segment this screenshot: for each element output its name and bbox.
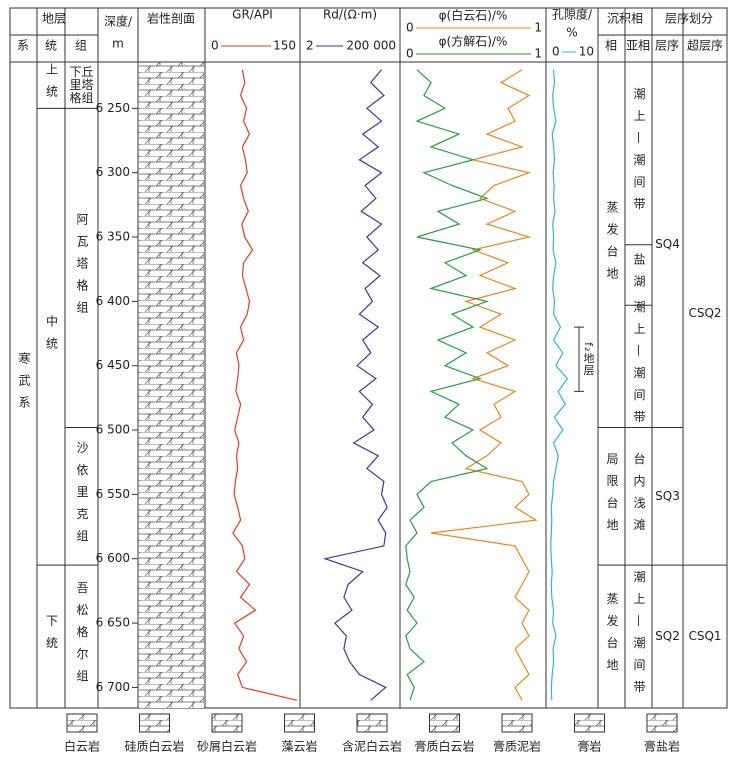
cell-label: 中统 bbox=[45, 313, 59, 358]
log-curve bbox=[322, 69, 388, 701]
cell-label: SQ3 bbox=[655, 489, 680, 503]
cell-label: 局限台地 bbox=[605, 452, 619, 540]
header: 岩性剖面 bbox=[147, 11, 195, 26]
legend-label: 白云岩 bbox=[64, 739, 100, 754]
legend-swatch bbox=[429, 713, 460, 733]
legend-label: 膏质泥岩 bbox=[493, 739, 541, 754]
legend-swatch bbox=[646, 713, 678, 733]
header: 系 bbox=[17, 39, 29, 53]
scale-label: 1 bbox=[534, 21, 542, 35]
track-title: GR/API bbox=[232, 8, 273, 22]
header: 超层序 bbox=[687, 38, 723, 53]
depth-label: 6 250 bbox=[96, 101, 130, 115]
cell-label: CSQ1 bbox=[688, 629, 721, 643]
header: 统 bbox=[45, 39, 57, 53]
cell-label: 潮上—潮间带 bbox=[632, 569, 646, 702]
cell-label: 下统 bbox=[45, 615, 59, 659]
cell-label: 上统 bbox=[45, 63, 59, 107]
depth-label: 6 450 bbox=[96, 358, 130, 372]
depth-label: 6 300 bbox=[96, 165, 130, 179]
depth-label: 6 650 bbox=[96, 616, 130, 630]
track-unit: % bbox=[566, 26, 577, 40]
cell-label: 潮上—潮间带 bbox=[632, 86, 646, 219]
depth-label: 6 600 bbox=[96, 551, 130, 565]
log-curve bbox=[550, 69, 569, 701]
depth-label: 6 400 bbox=[96, 294, 130, 308]
header: 相 bbox=[605, 39, 617, 53]
legend-swatch bbox=[211, 713, 243, 733]
track-title: φ(白云石)/% bbox=[439, 8, 508, 23]
cell-label: 蒸发台地 bbox=[605, 200, 619, 288]
cell-label: 台内浅滩 bbox=[632, 451, 646, 540]
header: 层序 bbox=[655, 38, 679, 53]
legend-swatch bbox=[501, 713, 533, 733]
track-title: φ(方解石)/% bbox=[439, 34, 508, 49]
header: 层序划分 bbox=[665, 11, 713, 26]
legend-label: 膏质白云岩 bbox=[414, 739, 474, 754]
cell-label: 沙依里克组 bbox=[75, 441, 89, 551]
legend-label: 膏盐岩 bbox=[644, 739, 680, 754]
legend-swatch bbox=[66, 713, 98, 733]
scale-label: 0 bbox=[211, 39, 219, 53]
cell-label: CSQ2 bbox=[688, 306, 721, 320]
cell-label: SQ2 bbox=[655, 629, 680, 643]
legend-label: 膏岩 bbox=[577, 739, 601, 754]
log-curve bbox=[430, 69, 538, 701]
cell-label: 寒武系 bbox=[17, 351, 31, 418]
log-curve bbox=[232, 69, 298, 701]
track-title: Rd/(Ω·m) bbox=[323, 8, 377, 22]
depth-label: 6 350 bbox=[96, 230, 130, 244]
legend-swatch bbox=[284, 713, 315, 733]
header: 地层 bbox=[42, 12, 66, 26]
legend-label: 砂屑白云岩 bbox=[197, 739, 257, 754]
annotation: f₂地层 bbox=[582, 342, 595, 376]
legend-label: 硅质白云岩 bbox=[124, 739, 184, 754]
scale-label: 150 bbox=[273, 39, 296, 53]
cell-label: 蒸发台地 bbox=[605, 592, 619, 680]
cell-label: 吾松格尔组 bbox=[75, 581, 89, 691]
depth-label: 6 550 bbox=[96, 487, 130, 501]
frame bbox=[9, 7, 728, 709]
depth-label: 6 700 bbox=[96, 680, 130, 694]
legend-swatch bbox=[356, 713, 388, 733]
header: 组 bbox=[75, 39, 87, 53]
bracket bbox=[574, 326, 584, 392]
cell-label: 潮上—潮间带 bbox=[632, 299, 646, 432]
track-title: 孔隙度/ bbox=[552, 7, 593, 22]
cell-label: 盐湖 bbox=[632, 253, 646, 297]
legend-label: 含泥白云岩 bbox=[342, 739, 402, 754]
scale-label: 0 bbox=[406, 21, 414, 35]
scale-label: 2 bbox=[306, 39, 314, 53]
scale-label: 0 bbox=[552, 45, 560, 59]
header: 亚相 bbox=[626, 39, 650, 53]
cell-label: SQ4 bbox=[655, 237, 680, 251]
scale-label: 0 bbox=[406, 47, 414, 61]
legend-swatch bbox=[139, 713, 170, 733]
scale-label: 10 bbox=[579, 45, 594, 59]
lithology-column bbox=[139, 62, 204, 708]
scale-label: 200 000 bbox=[346, 39, 396, 53]
log-curve bbox=[405, 69, 490, 701]
cell-label: 下丘里塔格组 bbox=[69, 65, 93, 105]
depth-label: 6 500 bbox=[96, 423, 130, 437]
cell-label: 阿瓦塔格组 bbox=[75, 212, 89, 322]
header: m bbox=[112, 37, 124, 51]
legend-swatch bbox=[574, 713, 605, 733]
header: 深度/ bbox=[104, 14, 133, 29]
legend-label: 藻云岩 bbox=[281, 739, 317, 754]
scale-label: 1 bbox=[534, 47, 542, 61]
